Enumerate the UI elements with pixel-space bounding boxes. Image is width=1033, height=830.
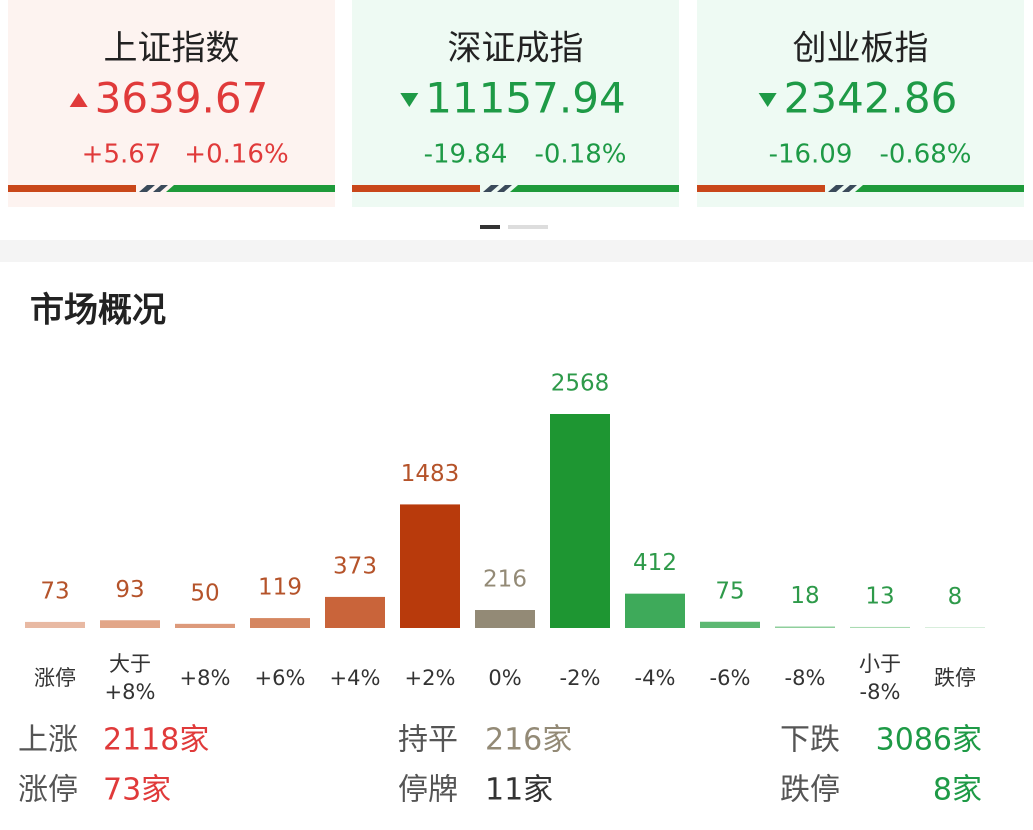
index-change: -19.84 bbox=[424, 140, 508, 170]
bar-value-label: 75 bbox=[715, 578, 744, 604]
summary-value: 8家 bbox=[933, 773, 982, 808]
card-bg bbox=[697, 0, 1024, 207]
index-change: -16.09 bbox=[769, 140, 853, 170]
bar bbox=[250, 618, 310, 628]
summary-label: 停牌 bbox=[398, 773, 458, 808]
card-bg bbox=[8, 0, 335, 207]
bar bbox=[550, 414, 610, 628]
category-label: +2% bbox=[405, 666, 456, 690]
index-pct: +0.16% bbox=[184, 140, 288, 170]
index-value: 11157.94 bbox=[425, 74, 625, 123]
bar-value-label: 216 bbox=[483, 567, 527, 593]
ratio-bar-up bbox=[8, 185, 136, 192]
bar-value-label: 412 bbox=[633, 550, 677, 576]
category-label: -2% bbox=[560, 666, 601, 690]
index-name: 深证成指 bbox=[448, 29, 584, 69]
bar-value-label: 13 bbox=[865, 583, 894, 609]
bar-value-label: 8 bbox=[948, 584, 963, 610]
summary-label: 上涨 bbox=[18, 723, 78, 758]
index-name: 创业板指 bbox=[793, 29, 929, 69]
bar-value-label: 93 bbox=[115, 577, 144, 603]
index-pct: -0.68% bbox=[880, 140, 972, 170]
bar-value-label: 2568 bbox=[551, 371, 610, 397]
ratio-bar-flat bbox=[828, 185, 857, 192]
bar bbox=[400, 504, 460, 628]
bar bbox=[100, 620, 160, 628]
summary-label: 持平 bbox=[398, 723, 458, 758]
category-label: 涨停 bbox=[34, 666, 76, 690]
category-label: +8% bbox=[180, 666, 231, 690]
category-label: 小于-8% bbox=[859, 652, 901, 704]
category-label: 跌停 bbox=[934, 666, 976, 690]
page-dot bbox=[508, 225, 548, 229]
ratio-bar-up bbox=[352, 185, 480, 192]
index-card[interactable]: 深证成指 11157.94 -19.84 -0.18% bbox=[352, 0, 679, 207]
category-label: 0% bbox=[488, 666, 521, 690]
direction-arrow bbox=[758, 93, 777, 107]
bar bbox=[475, 610, 535, 628]
bar-value-label: 73 bbox=[40, 578, 69, 604]
ratio-bar-up bbox=[697, 185, 825, 192]
bar-value-label: 373 bbox=[333, 553, 377, 579]
index-card[interactable]: 上证指数 3639.67 +5.67 +0.16% bbox=[8, 0, 335, 207]
bar-value-label: 1483 bbox=[401, 461, 460, 487]
ratio-bar-down bbox=[855, 185, 1024, 192]
summary-label: 跌停 bbox=[780, 773, 840, 808]
category-label: -6% bbox=[710, 666, 751, 690]
index-card[interactable]: 创业板指 2342.86 -16.09 -0.68% bbox=[697, 0, 1024, 207]
section-title: 市场概况 bbox=[30, 291, 166, 331]
summary-label: 涨停 bbox=[18, 773, 78, 808]
bar-value-label: 50 bbox=[190, 580, 219, 606]
ratio-bar-down bbox=[166, 185, 335, 192]
direction-arrow bbox=[400, 93, 419, 107]
index-pct: -0.18% bbox=[535, 140, 627, 170]
index-name: 上证指数 bbox=[104, 29, 240, 69]
ratio-bar-flat bbox=[483, 185, 512, 192]
bar bbox=[850, 626, 910, 628]
summary-value: 216家 bbox=[485, 723, 572, 758]
category-label: +4% bbox=[330, 666, 381, 690]
card-bg bbox=[352, 0, 679, 207]
summary-value: 3086家 bbox=[876, 723, 982, 758]
summary-label: 下跌 bbox=[780, 723, 840, 758]
index-value: 2342.86 bbox=[784, 74, 958, 123]
separator bbox=[0, 240, 1033, 262]
bar bbox=[925, 627, 985, 628]
ratio-bar-flat bbox=[139, 185, 168, 192]
direction-arrow bbox=[69, 93, 88, 107]
index-change: +5.67 bbox=[82, 140, 162, 170]
bar bbox=[175, 623, 235, 628]
category-label: +6% bbox=[255, 666, 306, 690]
page-dot-active bbox=[480, 225, 500, 229]
summary-value: 73家 bbox=[103, 773, 171, 808]
bar-value-label: 119 bbox=[258, 575, 302, 601]
bar-value-label: 18 bbox=[790, 583, 819, 609]
bar bbox=[700, 621, 760, 628]
category-label: -8% bbox=[785, 666, 826, 690]
category-label: 大于+8% bbox=[105, 652, 156, 704]
category-label: -4% bbox=[635, 666, 676, 690]
summary-value: 2118家 bbox=[103, 723, 209, 758]
bar bbox=[325, 596, 385, 628]
bar bbox=[775, 626, 835, 628]
summary-value: 11家 bbox=[485, 773, 553, 808]
ratio-bar-down bbox=[510, 185, 679, 192]
bar bbox=[25, 621, 85, 628]
index-value: 3639.67 bbox=[95, 74, 269, 123]
bar bbox=[625, 593, 685, 628]
